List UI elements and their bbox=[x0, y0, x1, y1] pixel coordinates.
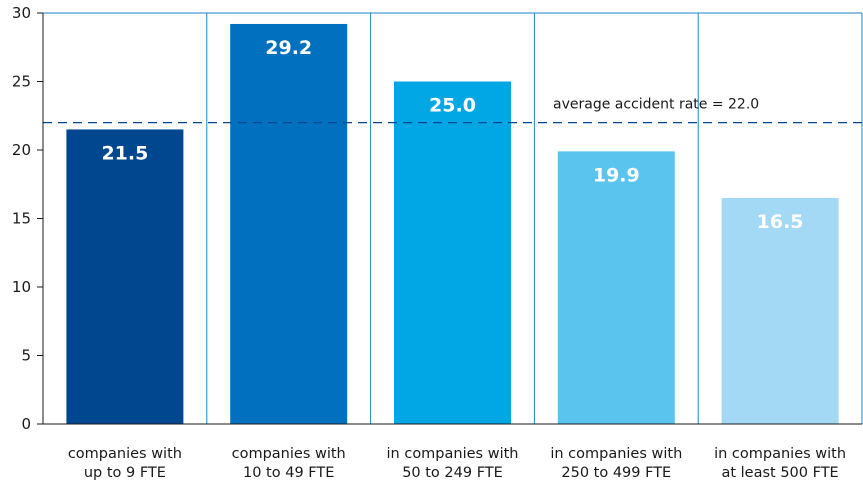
average-reference-line: average accident rate = 22.0 bbox=[43, 97, 862, 124]
bar-value-label: 29.2 bbox=[265, 37, 312, 59]
x-tick-label: 50 to 249 FTE bbox=[402, 465, 503, 481]
y-tick-label: 0 bbox=[21, 415, 31, 433]
x-tick-label: 250 to 499 FTE bbox=[561, 465, 671, 481]
x-tick-label: up to 9 FTE bbox=[84, 465, 166, 481]
bar-value-label: 25.0 bbox=[429, 95, 476, 117]
x-tick-label: in companies with bbox=[387, 446, 519, 462]
x-tick-label: in companies with bbox=[550, 446, 682, 462]
x-tick-label: at least 500 FTE bbox=[721, 465, 838, 481]
y-tick-label: 20 bbox=[12, 141, 31, 159]
average-line-label: average accident rate = 22.0 bbox=[553, 97, 759, 113]
y-tick-label: 30 bbox=[12, 4, 31, 22]
gridlines bbox=[42, 12, 863, 424]
y-tick-label: 10 bbox=[12, 278, 31, 296]
bar bbox=[66, 129, 184, 424]
x-axis: companies with up to 9 FTE companies with 1… bbox=[43, 423, 862, 481]
bar bbox=[230, 23, 348, 425]
x-tick-label: in companies with bbox=[714, 446, 846, 462]
y-tick-label: 15 bbox=[12, 210, 31, 228]
x-tick-label: companies with bbox=[68, 446, 182, 462]
bar-value-label: 16.5 bbox=[757, 211, 804, 233]
y-tick-label: 5 bbox=[21, 347, 31, 365]
bar bbox=[557, 151, 675, 424]
bar bbox=[394, 81, 511, 424]
y-axis: 0 5 10 15 20 25 30 bbox=[12, 4, 44, 433]
x-tick-label: companies with bbox=[232, 446, 346, 462]
bar bbox=[721, 197, 839, 424]
bars: 21.5 29.2 25.0 19.9 16.5 bbox=[66, 23, 839, 425]
bar-value-label: 19.9 bbox=[593, 164, 640, 186]
x-tick-label: 10 to 49 FTE bbox=[243, 465, 334, 481]
bar-value-label: 21.5 bbox=[101, 142, 148, 164]
y-tick-label: 25 bbox=[12, 73, 31, 91]
